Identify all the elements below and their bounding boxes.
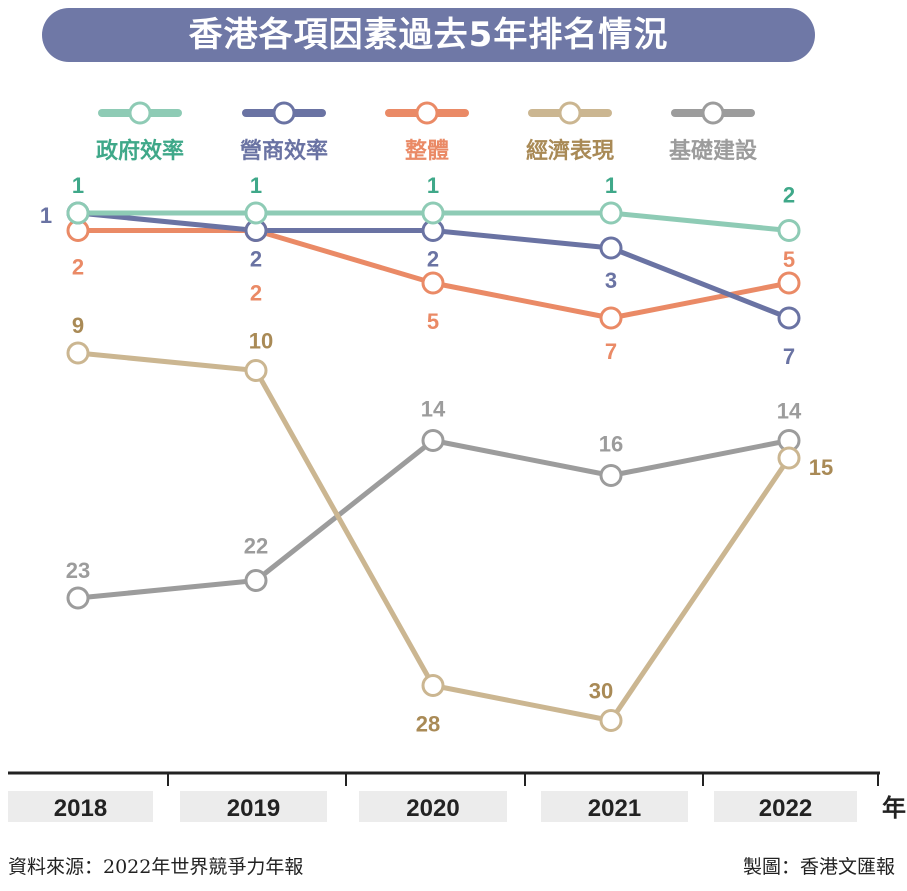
legend-label: 整體 xyxy=(405,138,449,164)
x-tick-label: 2022 xyxy=(759,795,812,822)
data-label: 14 xyxy=(777,399,802,424)
data-label: 2 xyxy=(250,247,262,272)
data-label: 1 xyxy=(250,173,262,198)
legend-label: 經濟表現 xyxy=(526,138,614,164)
x-tick-box xyxy=(359,791,507,822)
legend-marker xyxy=(558,101,582,125)
data-label: 7 xyxy=(783,344,795,369)
credit-note: 製圖：香港文匯報 xyxy=(742,856,895,878)
x-tick-label: 2019 xyxy=(227,795,280,822)
x-tick-label: 2020 xyxy=(406,795,459,822)
data-label: 2 xyxy=(427,247,439,272)
data-label: 5 xyxy=(783,247,795,272)
legend-marker xyxy=(415,101,439,125)
legend-label: 基礎建設 xyxy=(669,138,758,164)
data-label: 10 xyxy=(249,329,273,354)
data-point xyxy=(244,201,268,225)
data-label: 1 xyxy=(605,173,617,198)
data-label: 1 xyxy=(427,173,439,198)
legend-marker xyxy=(128,101,152,125)
data-point xyxy=(421,271,445,295)
x-tick-label: 2018 xyxy=(54,795,107,822)
data-label: 15 xyxy=(809,455,833,480)
data-label: 16 xyxy=(599,432,623,457)
data-point xyxy=(777,271,801,295)
data-point xyxy=(777,306,801,330)
data-point xyxy=(599,306,623,330)
data-point xyxy=(66,586,90,610)
data-label: 7 xyxy=(605,339,617,364)
data-point xyxy=(599,464,623,487)
data-label: 2 xyxy=(250,281,262,306)
legend-label: 政府效率 xyxy=(96,138,184,164)
data-point xyxy=(777,219,801,242)
data-label: 28 xyxy=(416,712,440,737)
data-point xyxy=(777,446,801,470)
data-label: 14 xyxy=(421,397,446,422)
data-label: 30 xyxy=(589,679,613,704)
data-point xyxy=(599,236,623,260)
x-tick-box xyxy=(541,791,688,822)
chart-title: 香港各項因素過去5年排名情況 xyxy=(42,8,815,62)
x-tick-box xyxy=(714,791,857,822)
legend-label: 營商效率 xyxy=(240,138,328,164)
data-label: 1 xyxy=(40,203,52,228)
x-axis-label: 年 xyxy=(882,794,906,822)
data-label: 2 xyxy=(72,255,84,280)
data-label: 9 xyxy=(72,313,84,338)
data-point xyxy=(421,674,445,697)
data-point xyxy=(599,709,623,732)
legend-marker xyxy=(701,101,725,125)
data-point xyxy=(244,569,268,592)
data-label: 23 xyxy=(66,558,90,583)
series-line-5 xyxy=(77,438,790,601)
data-label: 5 xyxy=(427,309,439,334)
data-point xyxy=(244,359,268,382)
source-note: 資料來源：2022年世界競爭力年報 xyxy=(8,856,304,878)
data-point xyxy=(599,201,623,225)
data-point xyxy=(421,201,445,225)
legend-marker xyxy=(272,101,296,125)
data-point xyxy=(421,429,445,452)
data-label: 3 xyxy=(605,268,617,293)
data-label: 2 xyxy=(783,183,795,208)
x-tick-box xyxy=(180,791,327,822)
data-label: 1 xyxy=(72,173,84,198)
x-tick-label: 2021 xyxy=(588,795,641,822)
data-point xyxy=(66,341,90,365)
data-point xyxy=(66,201,90,225)
x-tick-box xyxy=(8,791,153,822)
data-label: 22 xyxy=(244,534,268,559)
